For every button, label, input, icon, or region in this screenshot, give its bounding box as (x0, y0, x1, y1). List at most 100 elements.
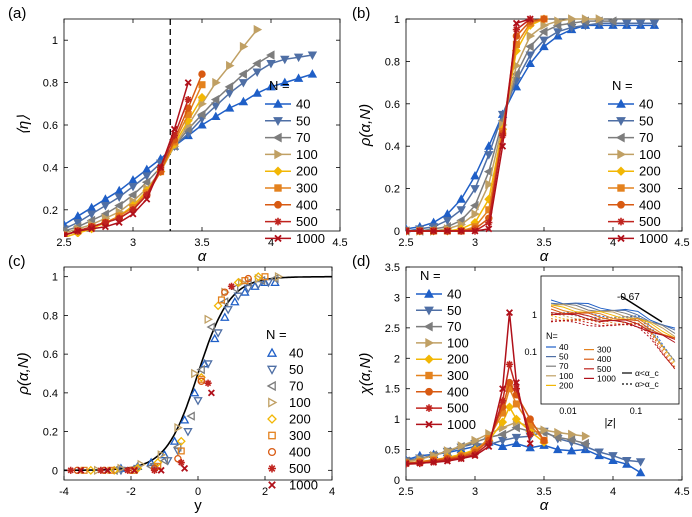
data-point (88, 225, 96, 233)
data-point (293, 73, 304, 82)
legend-label: 50 (639, 113, 653, 128)
inset-frame (540, 275, 680, 405)
legend-title: N = (420, 268, 441, 283)
legend-marker (616, 117, 626, 126)
y-tick-label: 0.6 (385, 99, 400, 111)
y-tick-label: 0.8 (43, 310, 58, 322)
data-point (221, 288, 229, 296)
x-tick-label: 4 (268, 237, 274, 249)
data-point (540, 436, 548, 445)
data-point (238, 96, 249, 106)
x-axis-label: y (194, 497, 202, 514)
x-tick-label: 2.5 (398, 486, 413, 498)
inset-regime-label: α<α_c (635, 368, 660, 378)
data-point (540, 20, 549, 31)
data-point (485, 179, 494, 190)
series-line (406, 441, 641, 474)
legend-label: 200 (289, 412, 311, 427)
legend-title: N = (266, 327, 287, 342)
data-point (230, 296, 240, 306)
legend-marker (274, 149, 284, 160)
data-point (86, 210, 97, 219)
data-point (525, 41, 534, 52)
data-point (512, 379, 520, 387)
data-point (114, 193, 124, 203)
legend-marker (266, 365, 278, 375)
data-point (86, 202, 97, 212)
legend-label: 400 (639, 197, 661, 212)
series-N200 (406, 14, 549, 236)
data-point (525, 51, 535, 60)
data-point (238, 69, 247, 79)
panel-label: (a) (8, 5, 26, 22)
data-point (540, 15, 548, 23)
data-point (511, 433, 522, 443)
data-point (566, 435, 576, 445)
inset-curve-below (550, 305, 676, 339)
inset-y-tick: 0.1 (524, 347, 537, 357)
data-point (266, 59, 276, 69)
legend-label: 1000 (296, 231, 325, 246)
y-tick-label: 0 (394, 475, 400, 487)
legend-marker (617, 200, 625, 209)
legend-marker (424, 288, 434, 298)
data-point (252, 58, 261, 69)
data-point (170, 125, 178, 133)
data-point (193, 397, 203, 406)
data-point (552, 432, 562, 443)
data-point (157, 466, 165, 474)
y-tick-label: 0.5 (385, 445, 400, 457)
data-point (189, 387, 200, 397)
x-tick-label: -2 (126, 486, 136, 498)
series-line (64, 99, 189, 236)
legend-label: 50 (296, 113, 310, 128)
data-point (198, 99, 207, 109)
x-axis-label: α (198, 248, 207, 265)
series-N70 (406, 16, 617, 236)
data-point (649, 19, 660, 29)
legend-marker (273, 166, 283, 176)
data-point (223, 306, 233, 315)
data-point (100, 194, 111, 203)
data-point (608, 452, 618, 461)
data-point (143, 191, 151, 199)
x-tick-label: 4 (329, 486, 335, 498)
data-point (253, 24, 263, 35)
data-point (568, 14, 577, 24)
data-point (181, 464, 189, 472)
data-point (580, 438, 589, 449)
data-point (101, 218, 109, 227)
data-point (117, 463, 126, 474)
y-tick-label: 0.4 (385, 141, 400, 153)
series-N400 (73, 274, 252, 475)
panel-b: (b) 2.5 3 3.5 4 4.5 0 0.2 0.4 0.6 0.8 1 α ρ(α,N) N = 40… (352, 5, 690, 265)
data-point (470, 200, 479, 211)
x-tick-label: 4.5 (332, 237, 347, 249)
series-N1000 (77, 389, 215, 474)
y-tick-label: 3 (394, 292, 400, 304)
data-point (406, 460, 410, 468)
inset-legend-label: 500 (597, 364, 611, 374)
data-point (141, 177, 151, 187)
legend-label: 1000 (447, 417, 476, 432)
data-point (526, 31, 536, 41)
x-tick-label: 3.5 (536, 237, 551, 249)
data-point (97, 466, 105, 474)
data-point (622, 456, 632, 466)
inset-regime-label: α>α_c (635, 379, 660, 389)
y-tick-label: 0.2 (385, 184, 400, 196)
data-point (497, 429, 507, 440)
data-point (456, 194, 466, 203)
x-axis-label: α (540, 497, 549, 514)
data-point (635, 19, 646, 29)
series-line (406, 18, 531, 232)
y-tick-label: 1 (394, 414, 400, 426)
data-point (622, 19, 632, 29)
x-tick-label: 3.5 (536, 486, 551, 498)
data-point (635, 467, 646, 477)
data-point (470, 170, 480, 180)
legend-marker (272, 132, 282, 143)
data-point (457, 441, 467, 451)
y-tick-label: 0 (394, 226, 400, 238)
